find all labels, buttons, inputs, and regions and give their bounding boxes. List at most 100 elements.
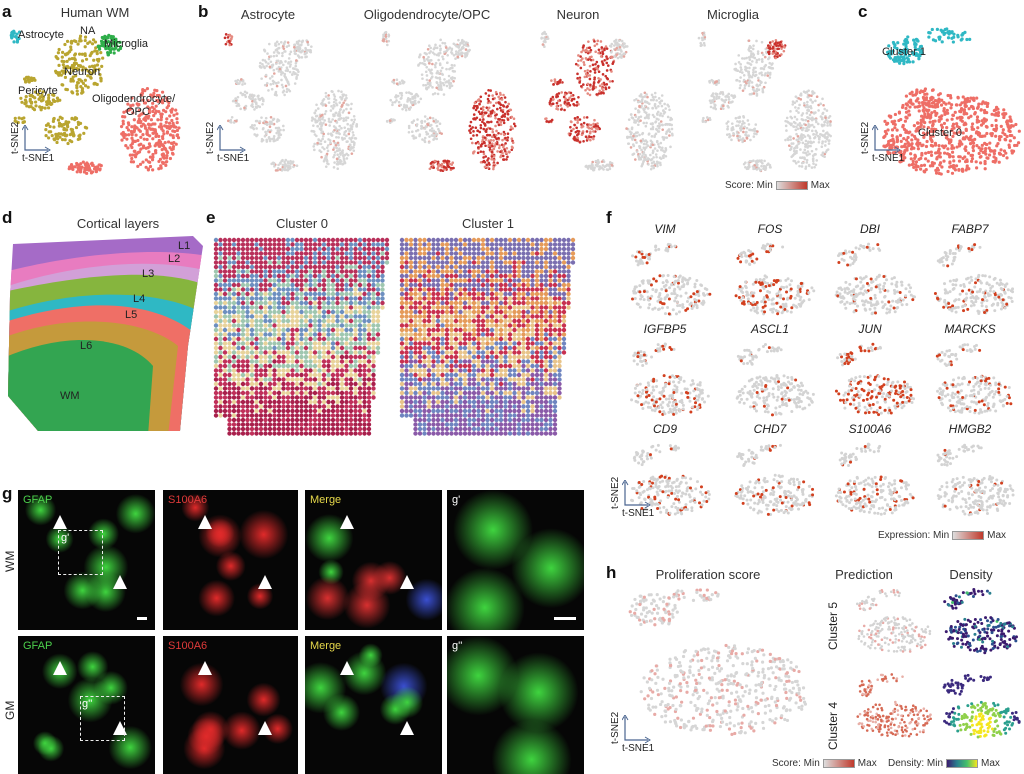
data-point [576, 77, 579, 80]
data-point [350, 102, 353, 106]
data-point [428, 44, 431, 48]
data-point [635, 150, 639, 153]
spot [375, 251, 381, 256]
data-point [37, 97, 41, 101]
data-point [149, 118, 153, 122]
data-point [932, 127, 936, 131]
data-point [982, 117, 986, 121]
data-point [63, 75, 68, 79]
data-point [97, 57, 101, 62]
data-point [753, 74, 757, 78]
data-point [730, 122, 734, 125]
data-point [405, 104, 408, 107]
data-point [814, 163, 818, 167]
data-point [712, 106, 715, 110]
spot [371, 264, 376, 270]
data-point [245, 91, 249, 95]
spot [380, 242, 385, 247]
data-point [271, 137, 274, 141]
cortical-layers-tissue [8, 236, 203, 431]
data-point [341, 162, 345, 166]
data-point [492, 147, 496, 151]
data-point [730, 128, 734, 132]
data-point [151, 155, 155, 159]
data-point [486, 97, 490, 101]
data-point [500, 118, 504, 122]
data-point [601, 52, 605, 55]
data-point [459, 48, 463, 51]
data-point [551, 102, 554, 106]
data-point [737, 116, 740, 120]
data-point [272, 72, 276, 75]
data-point [321, 99, 325, 102]
data-point [510, 137, 514, 141]
data-point [306, 40, 309, 44]
data-point [476, 106, 479, 109]
data-point [161, 108, 166, 112]
data-point [945, 126, 949, 130]
data-point [556, 80, 559, 84]
data-point [618, 45, 622, 49]
data-point [47, 93, 51, 97]
data-point [336, 153, 339, 157]
data-point [139, 93, 143, 97]
data-point [224, 42, 228, 46]
data-point [448, 83, 451, 86]
data-point [275, 48, 279, 51]
data-point [897, 150, 902, 154]
spot [254, 273, 259, 279]
data-point [99, 79, 103, 83]
data-point [76, 163, 80, 167]
data-point [958, 130, 962, 134]
data-point [313, 133, 317, 136]
data-point [63, 42, 67, 47]
data-point [922, 114, 927, 118]
data-point [978, 161, 983, 165]
data-point [93, 40, 98, 44]
data-point [586, 82, 590, 86]
spot [312, 260, 318, 265]
data-point [904, 94, 909, 98]
spot [357, 246, 363, 252]
score-legend-b: Score: Min Max [725, 180, 830, 191]
data-point [994, 156, 998, 161]
data-point [164, 163, 168, 167]
data-point [792, 125, 796, 129]
spot [380, 264, 385, 270]
data-point [502, 143, 506, 147]
data-point [599, 78, 602, 81]
data-point [711, 101, 715, 104]
data-point [505, 158, 508, 161]
data-point [992, 109, 996, 113]
data-point [151, 152, 155, 157]
data-point [755, 168, 759, 171]
data-point [946, 169, 950, 174]
data-point [333, 95, 337, 98]
data-point [235, 81, 239, 84]
spot [276, 260, 282, 265]
data-point [64, 120, 68, 124]
data-point [744, 65, 747, 69]
data-point [438, 44, 442, 48]
spot [222, 255, 228, 261]
data-point [771, 52, 775, 55]
spot [227, 264, 232, 270]
data-point [799, 98, 803, 101]
data-point [327, 94, 330, 97]
data-point [426, 117, 429, 121]
data-point [643, 139, 647, 143]
data-point [964, 135, 969, 139]
data-point [90, 170, 95, 174]
data-point [90, 42, 95, 46]
data-point [283, 160, 286, 164]
spot [357, 273, 363, 279]
spot [294, 246, 300, 252]
data-point [950, 117, 954, 121]
data-point [316, 125, 320, 128]
data-point [661, 114, 664, 118]
data-point [445, 84, 449, 88]
data-point [337, 155, 341, 159]
spot [294, 264, 300, 270]
data-point [593, 118, 596, 122]
data-point [585, 130, 589, 133]
